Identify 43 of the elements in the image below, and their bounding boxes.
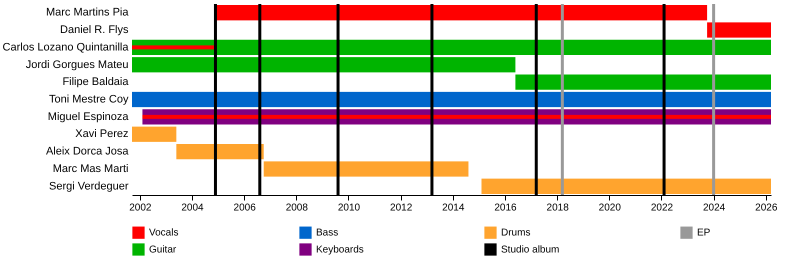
y-tick-label: Marc Martins Pia (46, 6, 130, 19)
y-tick-label: Carlos Lozano Quintanilla (2, 41, 130, 54)
x-tick-label: 2002 (129, 202, 152, 214)
bar (132, 92, 771, 108)
bar (132, 45, 216, 50)
legend-label: Guitar (149, 244, 177, 256)
bar (132, 57, 516, 72)
x-tick-label: 2010 (338, 202, 361, 214)
bar (142, 114, 771, 119)
legend-label: Drums (501, 228, 530, 239)
y-tick-label: Miguel Espinoza (48, 110, 130, 123)
x-tick-label: 2016 (494, 202, 518, 214)
y-tick-label: Xavi Perez (75, 128, 128, 140)
legend-label: EP (697, 228, 711, 239)
y-tick-label: Sergi Verdeguer (49, 180, 129, 192)
x-tick-label: 2020 (598, 202, 622, 214)
x-tick-label: 2026 (755, 202, 778, 214)
x-tick-label: 2006 (234, 202, 256, 214)
x-tick-label: 2018 (546, 202, 570, 214)
legend-label: Bass (316, 228, 338, 239)
x-tick-label: 2022 (650, 202, 674, 214)
bar (707, 22, 771, 38)
y-tick-label: Daniel R. Flys (60, 24, 129, 36)
x-tick-label: 2004 (181, 202, 204, 214)
legend-label: Studio album (501, 244, 560, 256)
bar (481, 178, 771, 194)
bar (132, 40, 771, 56)
x-tick-label: 2012 (390, 202, 413, 214)
x-tick-label: 2008 (286, 202, 308, 214)
bar (215, 5, 708, 20)
y-tick-label: Aleix Dorca Josa (46, 146, 130, 158)
x-tick-label: 2024 (702, 202, 726, 214)
bar (132, 126, 176, 142)
y-tick-label: Jordi Gorgues Mateu (26, 58, 128, 71)
legend-label: Vocals (149, 228, 178, 239)
y-tick-label: Filipe Baldaia (62, 76, 130, 88)
y-tick-label: Marc Mas Marti (52, 162, 128, 175)
y-tick-label: Toni Mestre Coy (49, 94, 129, 106)
legend-label: Keyboards (316, 244, 364, 256)
x-tick-label: 2014 (442, 202, 465, 214)
bar (515, 74, 771, 90)
bar (264, 161, 468, 177)
bar (176, 144, 264, 160)
